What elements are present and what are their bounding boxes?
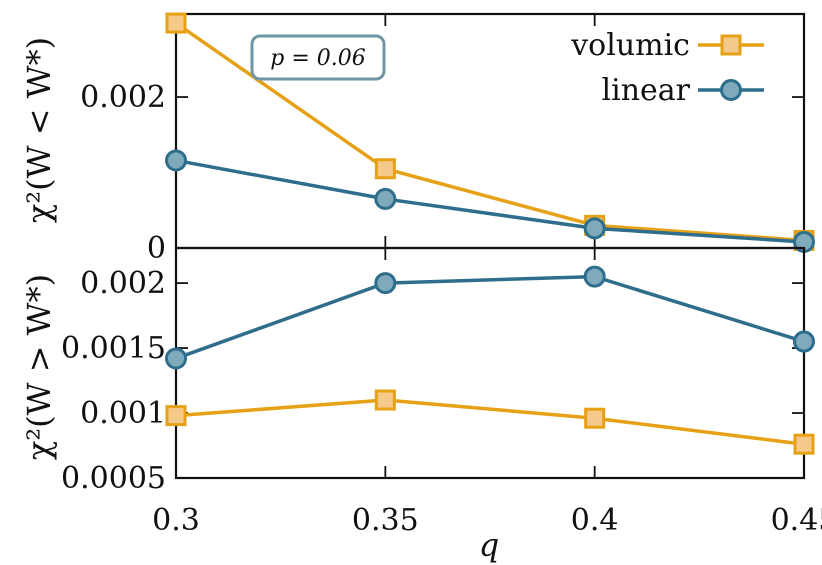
legend-label-volumic: volumic xyxy=(570,28,690,63)
x-tick-label: 0.35 xyxy=(352,503,419,538)
data-point-volumic xyxy=(374,389,396,411)
series-line-linear xyxy=(175,158,805,244)
y-tick-label: 0.0005 xyxy=(61,461,166,496)
series-line-linear xyxy=(175,274,805,361)
data-point-linear xyxy=(583,265,606,288)
data-point-linear xyxy=(374,187,397,210)
top-y-axis-title: χ²(W < W*) xyxy=(20,37,58,223)
data-point-volumic xyxy=(165,405,187,427)
y-tick-label: 0.001 xyxy=(80,396,166,431)
legend-marker-linear xyxy=(720,79,742,101)
data-point-linear xyxy=(165,347,187,370)
data-point-linear xyxy=(374,272,397,295)
y-tick-label: 0 xyxy=(147,231,166,266)
data-point-linear xyxy=(165,149,187,172)
series-line-volumic xyxy=(175,398,805,446)
data-point-volumic xyxy=(793,433,815,455)
y-tick-label: 0.002 xyxy=(80,80,166,115)
bottom-y-axis-title: χ²(W > W*) xyxy=(20,274,58,460)
data-point-volumic xyxy=(165,12,187,34)
legend-label-linear: linear xyxy=(602,73,691,108)
plot-frame xyxy=(174,246,806,480)
y-tick-label: 0.002 xyxy=(80,266,166,301)
data-point-volumic xyxy=(584,407,606,429)
x-tick-label: 0.4 xyxy=(571,503,619,538)
annotation-text: p = 0.06 xyxy=(270,46,366,71)
y-tick-label: 0.0015 xyxy=(61,331,166,366)
data-point-linear xyxy=(793,330,815,353)
data-point-volumic xyxy=(374,158,396,180)
annotation-box xyxy=(250,34,386,81)
x-tick-label: 0.45 xyxy=(771,503,822,538)
x-tick-label: 0.3 xyxy=(152,503,200,538)
x-axis-title: q xyxy=(479,526,499,564)
bottom-panel: 0.0005 0.001 0.0015 0.002 0.3 0.35 0.4 0.45 xyxy=(61,246,822,538)
legend-marker-volumic xyxy=(720,34,742,56)
top-panel: 0 0.002 xyxy=(80,12,815,266)
data-point-linear xyxy=(583,217,606,240)
series-line-volumic xyxy=(175,21,805,243)
annotation: p = 0.06 xyxy=(250,34,386,81)
legend: volumic linear xyxy=(570,28,764,108)
